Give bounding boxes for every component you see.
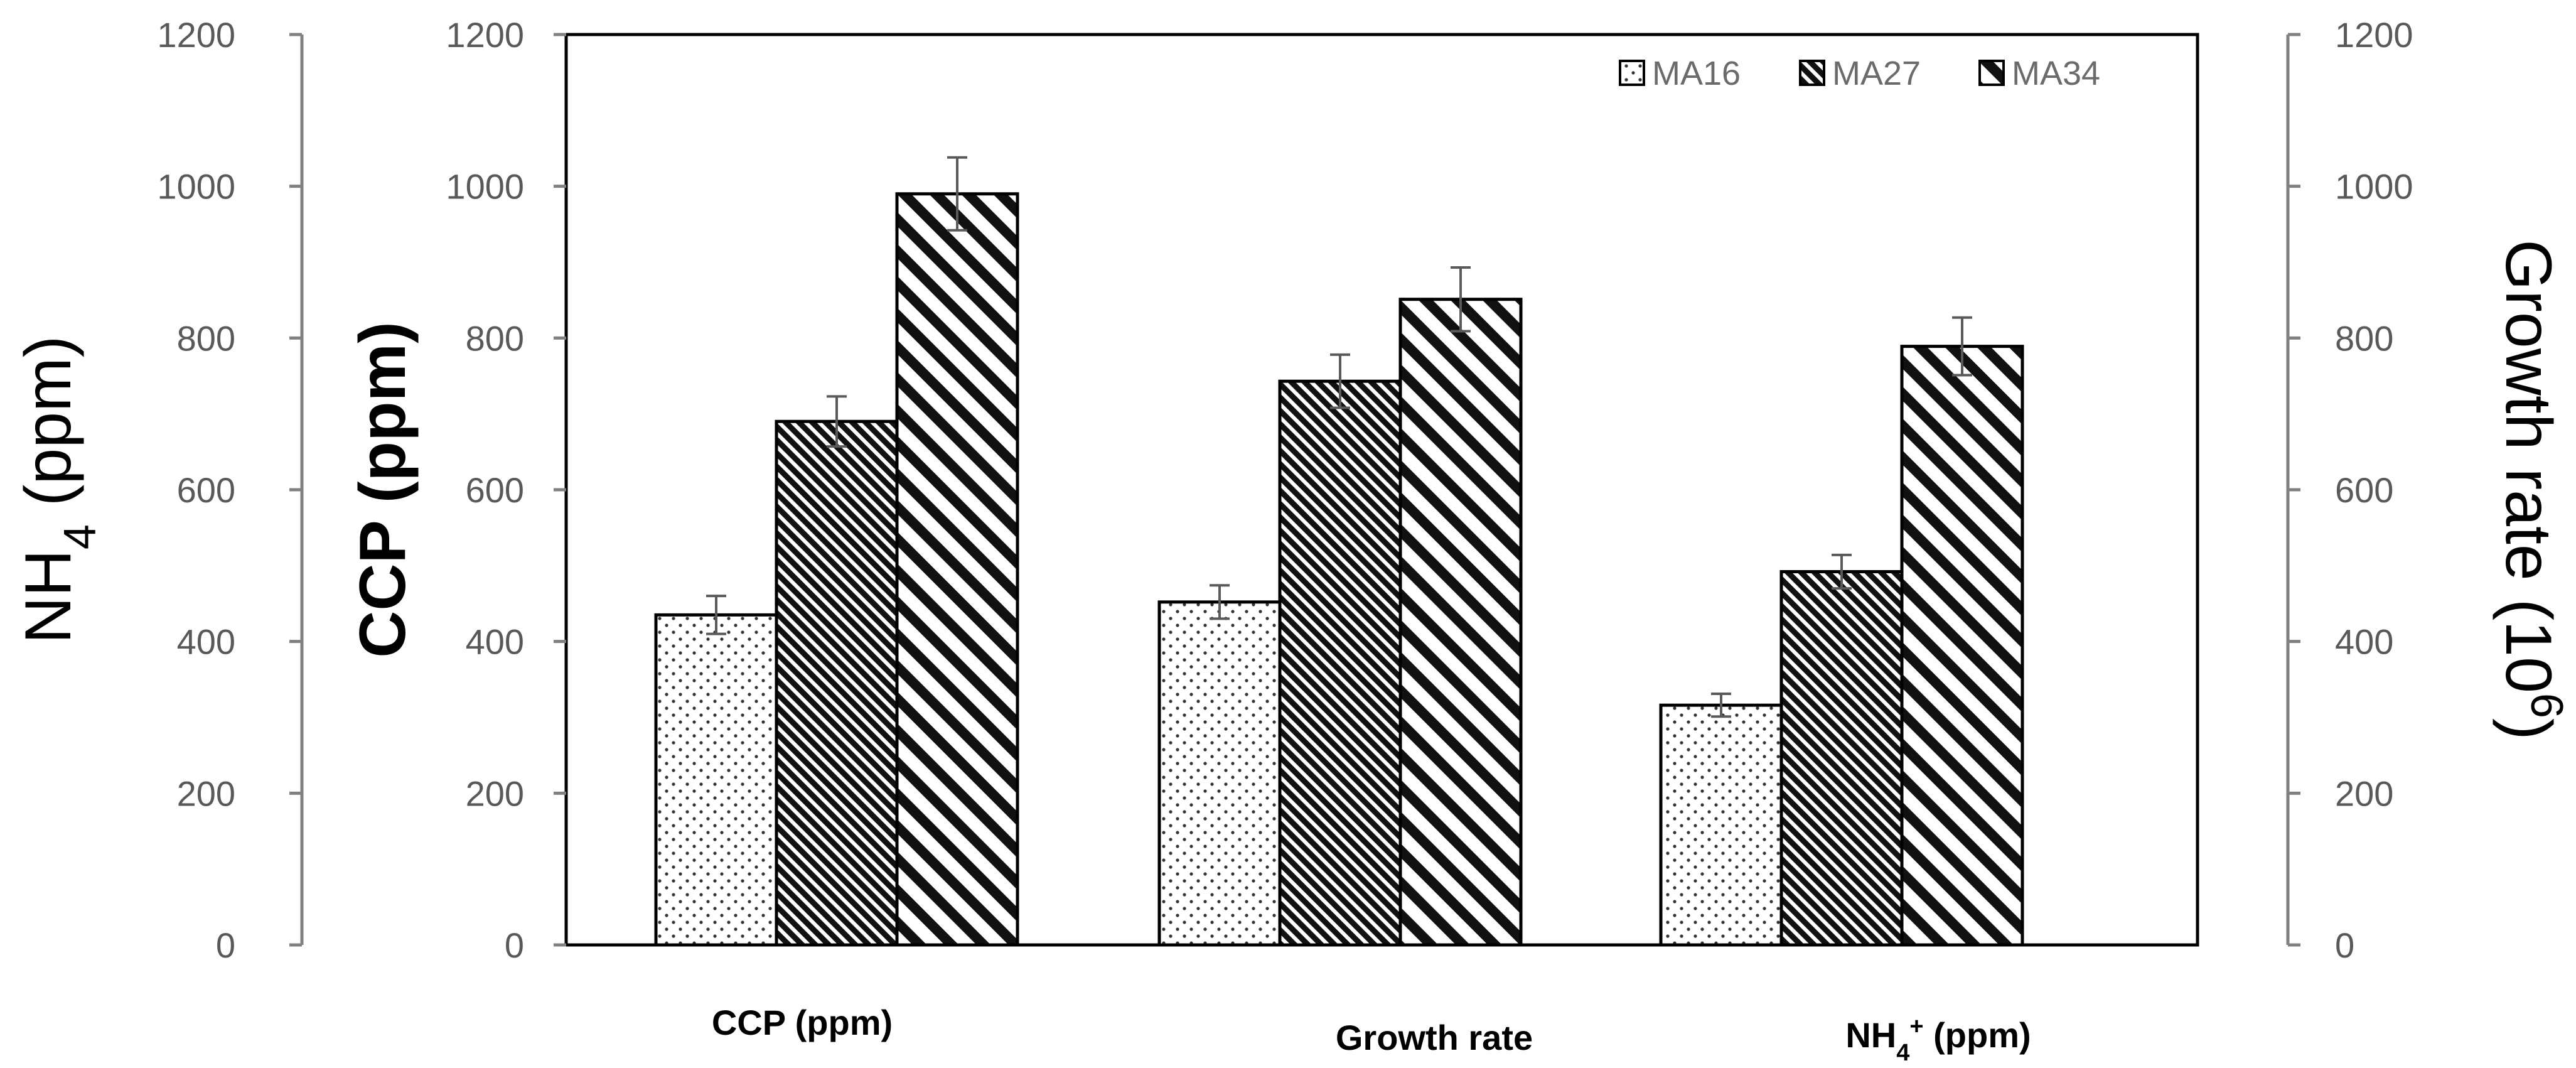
tick-label-left-inner-200: 200: [466, 774, 524, 813]
tick-label-left-inner-600: 600: [466, 470, 524, 510]
tick-label-left-inner-1200: 1200: [446, 15, 524, 55]
bar-ma16-ccp: [654, 613, 778, 947]
tick-label-left-outer-200: 200: [177, 774, 235, 813]
tick-label-left-outer-800: 800: [177, 318, 235, 358]
tick-label-right-400: 400: [2335, 622, 2393, 662]
tick-label-left-outer-400: 400: [177, 622, 235, 662]
category-label-growth: Growth rate: [1336, 1018, 1533, 1057]
bar-ma27-nh4: [1779, 570, 1904, 947]
legend-label-ma34: MA34: [2012, 55, 2100, 92]
legend-swatch-ma27: [1799, 60, 1825, 86]
category-label-ccp: CCP (ppm): [712, 1003, 893, 1042]
tick-label-left-inner-400: 400: [466, 622, 524, 662]
legend-label-ma16: MA16: [1652, 55, 1741, 92]
legend-label-ma27: MA27: [1832, 55, 1921, 92]
tick-label-left-outer-600: 600: [177, 470, 235, 510]
left-outer-axis-ticks: 0 200 400 600 800 1000 1200: [157, 15, 302, 965]
legend: MA16 MA27 MA34: [1619, 55, 2100, 92]
legend-swatch-ma16: [1619, 60, 1645, 86]
right-axis-ticks: 0 200 400 600 800 1000 1200: [2288, 15, 2413, 965]
tick-label-left-inner-0: 0: [505, 925, 524, 965]
tick-label-left-outer-1200: 1200: [157, 15, 235, 55]
tick-label-right-800: 800: [2335, 318, 2393, 358]
bar-ma34-growth-rate: [1398, 298, 1523, 947]
bar-series-group: [654, 156, 2024, 947]
bar-ma34-ccp: [895, 192, 1019, 947]
tick-label-left-inner-800: 800: [466, 318, 524, 358]
bar-ma27-ccp: [775, 419, 899, 947]
tick-label-left-outer-1000: 1000: [157, 167, 235, 207]
tick-label-right-600: 600: [2335, 470, 2393, 510]
bar-ma34-nh4: [1900, 345, 2024, 947]
tick-label-left-outer-0: 0: [216, 925, 235, 965]
category-label-nh4: NH4+ (ppm): [1845, 1013, 2031, 1066]
right-axis-title: Growth rate (106): [2492, 239, 2572, 740]
left-outer-axis-title: NH4 (ppm): [12, 336, 105, 644]
tick-label-right-1200: 1200: [2335, 15, 2413, 55]
tick-label-right-200: 200: [2335, 774, 2393, 813]
left-inner-axis-title: CCP (ppm): [346, 321, 419, 657]
legend-swatch-ma34: [1978, 60, 2005, 86]
bar-ma16-nh4: [1659, 703, 1783, 947]
tick-label-right-1000: 1000: [2335, 167, 2413, 207]
bar-ma27-growth-rate: [1278, 379, 1402, 947]
left-inner-axis-ticks: 0 200 400 600 800 1000 1200: [446, 15, 566, 965]
tick-label-right-0: 0: [2335, 925, 2354, 965]
bar-ma16-growth-rate: [1157, 600, 1282, 947]
tick-label-left-inner-1000: 1000: [446, 167, 524, 207]
